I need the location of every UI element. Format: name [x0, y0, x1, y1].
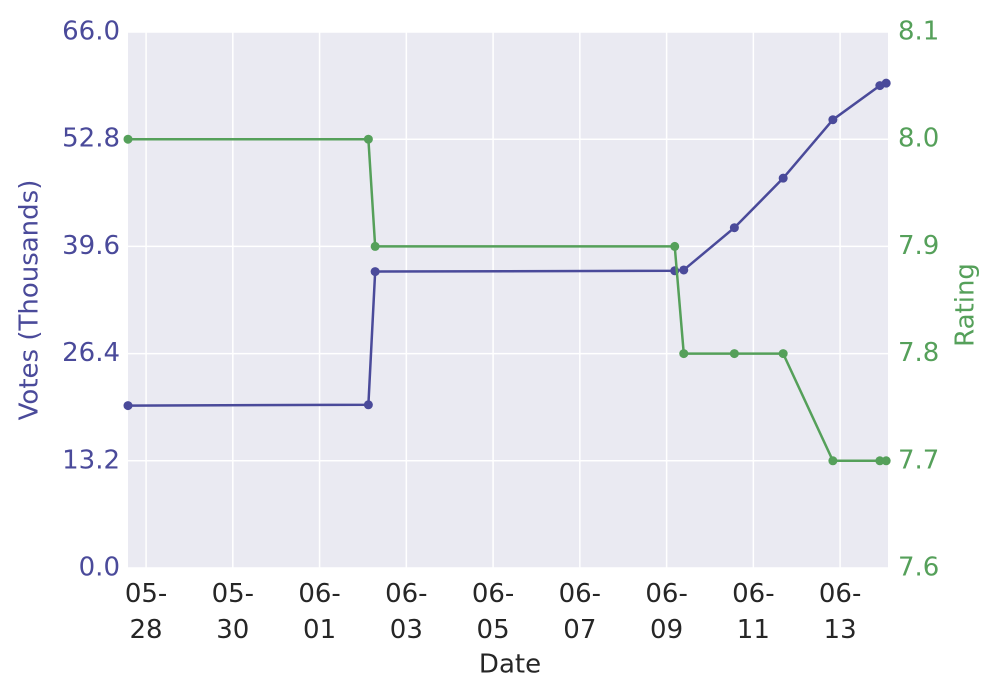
y-tick-label: 39.6: [62, 231, 120, 261]
data-point: [679, 265, 689, 275]
x-axis-label: Date: [479, 650, 541, 680]
data-point: [881, 456, 891, 466]
data-point: [363, 400, 373, 410]
data-point: [370, 267, 380, 277]
y2-axis-label: Rating: [951, 263, 981, 347]
x-tick-label: 06-01: [298, 579, 340, 645]
data-point: [778, 349, 788, 359]
data-point: [670, 241, 680, 251]
data-point: [123, 401, 133, 411]
data-point: [778, 173, 788, 183]
y-tick-label: 66.0: [62, 17, 120, 47]
x-tick-label: 06-11: [732, 579, 774, 645]
x-tick-label: 06-13: [819, 579, 861, 645]
series-line: [128, 137, 887, 463]
data-point: [881, 78, 891, 88]
x-tick-label: 05-30: [212, 579, 254, 645]
data-point: [828, 456, 838, 466]
data-point: [679, 349, 689, 359]
series-line: [127, 81, 887, 407]
data-point: [370, 241, 380, 251]
data-point: [729, 223, 739, 233]
plot-background: [128, 32, 888, 568]
data-point: [828, 115, 838, 125]
y-tick-label: 52.8: [62, 124, 120, 154]
y-tick-label: 26.4: [62, 338, 120, 368]
y2-tick-label: 8.1: [898, 17, 939, 47]
data-point: [123, 134, 133, 144]
y2-tick-label: 8.0: [898, 124, 939, 154]
y2-tick-label: 7.8: [898, 338, 939, 368]
x-tick-label: 06-07: [559, 579, 601, 645]
data-point: [875, 456, 885, 466]
data-point: [729, 349, 739, 359]
x-tick-label: 06-05: [472, 579, 514, 645]
y2-tick-label: 7.7: [898, 445, 939, 475]
y-tick-label: 13.2: [62, 445, 120, 475]
y-tick-label: 0.0: [79, 553, 120, 583]
y2-tick-label: 7.9: [898, 231, 939, 261]
y2-tick-label: 7.6: [898, 553, 939, 583]
data-point: [363, 134, 373, 144]
marks: [123, 78, 891, 466]
x-tick-label: 05-28: [125, 579, 167, 645]
x-tick-label: 06-03: [385, 579, 427, 645]
x-tick-label: 06-09: [645, 579, 687, 645]
y-axis-label: Votes (Thousands): [15, 180, 45, 421]
